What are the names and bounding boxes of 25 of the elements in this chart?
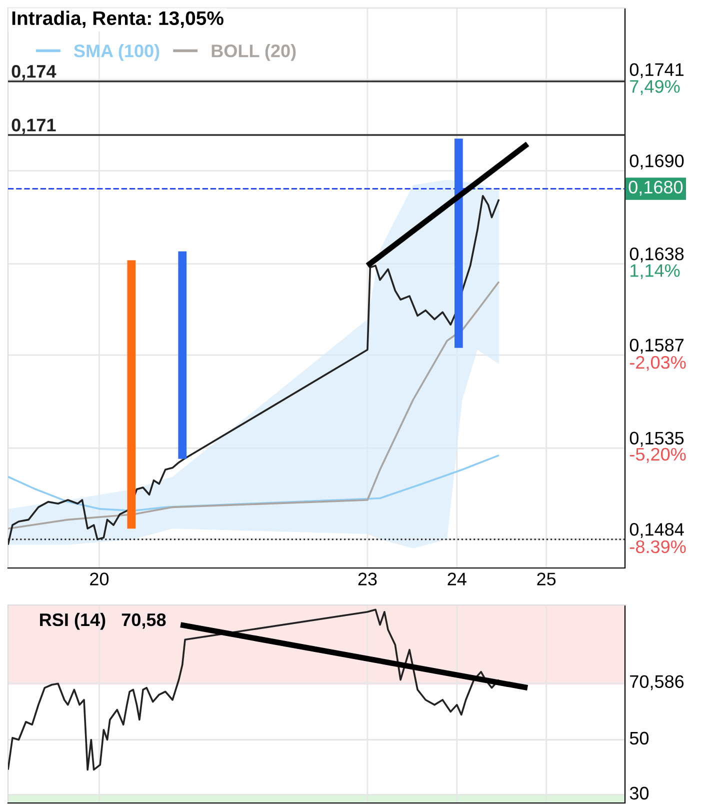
y-tick-label: 50 — [630, 732, 649, 745]
y-tick-label: 0,1587 — [630, 338, 684, 354]
y2-tick-label: -5,20% — [630, 448, 686, 463]
y-tick-label: 0,1484 — [630, 523, 684, 538]
y-tick-label: 30 — [630, 786, 649, 800]
y2-tick-label: 7,49% — [630, 80, 680, 95]
x-tick-label: 23 — [358, 572, 377, 586]
ref-line-label: 0,171 — [12, 118, 56, 134]
legend-label: SMA (100) — [74, 44, 160, 61]
ref-line-label: 0,1680 — [628, 180, 683, 196]
chart-title: Intradia, Renta: 13,05% — [12, 10, 224, 28]
y-tick-label: 0,1690 — [630, 154, 684, 170]
y2-tick-label: -8.39% — [630, 540, 686, 554]
chart-title: RSI (14) 70,58 — [40, 612, 166, 630]
y-tick-label: 0,1535 — [630, 432, 684, 447]
y-tick-label: 0,1638 — [630, 247, 684, 262]
x-tick-label: 25 — [537, 572, 556, 586]
x-tick-label: 20 — [90, 572, 109, 586]
legend-label: BOLL (20) — [212, 44, 296, 61]
ref-line-label: 0,174 — [12, 65, 56, 80]
y-tick-label: 0,1741 — [630, 63, 684, 78]
y-tick-label: 70,586 — [630, 675, 684, 690]
y2-tick-label: -2,03% — [630, 356, 686, 371]
y2-tick-label: 1,14% — [630, 264, 680, 280]
x-tick-label: 24 — [448, 572, 466, 586]
